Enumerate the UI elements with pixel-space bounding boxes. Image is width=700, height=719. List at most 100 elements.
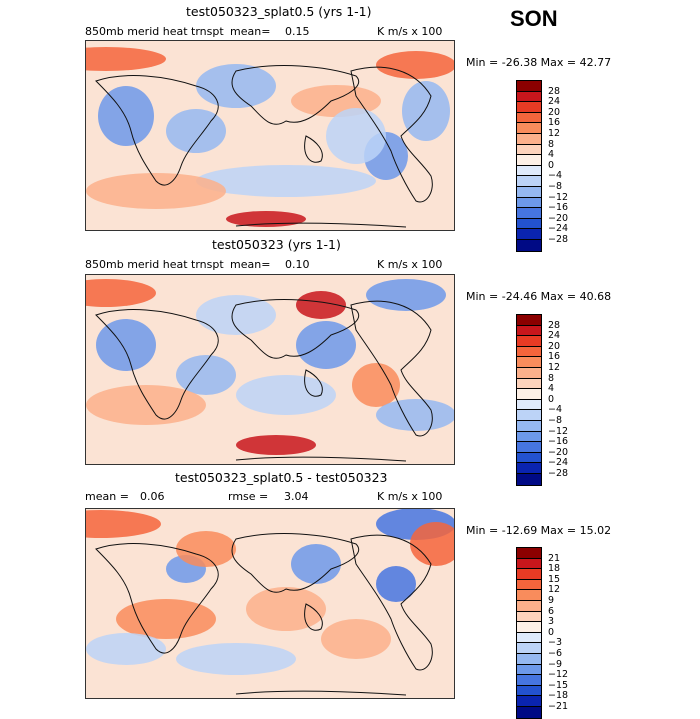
- colorbar-level-label: 12: [548, 584, 561, 596]
- panel-2-minmax: Min = -24.46 Max = 40.68: [466, 290, 612, 303]
- colorbar-level-label: 12: [548, 362, 561, 373]
- colorbar-swatch: [517, 590, 541, 601]
- colorbar-swatch: [517, 176, 541, 187]
- colorbar-level-label: 8: [548, 372, 555, 384]
- colorbar-level-label: −21: [548, 701, 569, 712]
- panel-3-mean-value: 0.06: [140, 490, 165, 503]
- panel-3-title: test050323_splat0.5 - test050323: [175, 470, 388, 485]
- anomaly-region: [96, 319, 156, 371]
- anomaly-region: [86, 47, 166, 71]
- colorbar-swatch: [517, 91, 541, 103]
- coastline: [231, 299, 359, 359]
- colorbar-level-label: −20: [548, 212, 569, 224]
- colorbar-level-label: 15: [548, 573, 561, 585]
- colorbar-level-label: 0: [548, 626, 555, 638]
- anomaly-region: [236, 375, 336, 415]
- anomaly-region: [236, 435, 316, 455]
- coastline: [95, 309, 219, 420]
- panel-1-variable-label: 850mb merid heat trnspt: [85, 25, 224, 38]
- colorbar-level-label: 9: [548, 595, 555, 606]
- anomaly-region: [86, 279, 156, 307]
- colorbar-swatch: [517, 558, 541, 570]
- colorbar-level-label: 20: [548, 106, 561, 118]
- colorbar-swatch: [517, 463, 541, 474]
- colorbar-swatch: [517, 579, 541, 591]
- coastline: [304, 369, 323, 397]
- coastline: [350, 300, 433, 437]
- colorbar-swatch: [517, 144, 541, 156]
- colorbar-level-label: 28: [548, 85, 561, 97]
- coastline: [235, 456, 407, 462]
- colorbar-level-label: −9: [548, 658, 563, 670]
- panel-1-units: K m/s x 100: [377, 25, 443, 38]
- panel-2-title: test050323 (yrs 1-1): [212, 237, 341, 252]
- colorbar-level-label: 21: [548, 552, 561, 564]
- colorbar-swatch: [517, 569, 541, 580]
- anomaly-region: [176, 643, 296, 675]
- colorbar-swatch: [517, 239, 541, 251]
- colorbar-level-label: 28: [548, 319, 561, 331]
- colorbar-level-label: −12: [548, 425, 569, 437]
- colorbar-swatch: [517, 622, 541, 633]
- colorbar-swatch: [517, 165, 541, 177]
- anomaly-region: [376, 399, 454, 431]
- anomaly-region: [116, 599, 216, 639]
- colorbar-level-label: 4: [548, 383, 555, 395]
- coastline: [304, 603, 323, 631]
- anomaly-region: [376, 51, 454, 79]
- anomaly-region: [98, 86, 154, 146]
- panel-3-colorbar: [516, 547, 542, 719]
- map-field: [86, 509, 454, 698]
- panel-3-rmse-label: rmse =: [228, 490, 269, 503]
- colorbar-level-label: 16: [548, 117, 561, 129]
- colorbar-swatch: [517, 123, 541, 134]
- anomaly-region: [196, 64, 276, 108]
- colorbar-swatch: [517, 336, 541, 347]
- colorbar-swatch: [517, 431, 541, 443]
- colorbar-swatch: [517, 420, 541, 432]
- colorbar-swatch: [517, 685, 541, 697]
- colorbar-swatch: [517, 600, 541, 612]
- colorbar-level-label: −16: [548, 436, 569, 448]
- anomaly-region: [326, 108, 386, 164]
- colorbar-level-label: 4: [548, 149, 555, 161]
- colorbar-level-label: −18: [548, 690, 569, 702]
- colorbar-swatch: [517, 186, 541, 198]
- colorbar-level-label: −4: [548, 404, 563, 416]
- anomaly-region: [176, 531, 236, 567]
- anomaly-region: [86, 385, 206, 425]
- coastline: [350, 534, 433, 671]
- colorbar-level-label: −6: [548, 648, 563, 659]
- anomaly-region: [86, 510, 161, 538]
- colorbar-level-label: −16: [548, 202, 569, 214]
- map-field: [86, 275, 454, 464]
- season-label: SON: [510, 6, 558, 31]
- colorbar-swatch: [517, 389, 541, 400]
- colorbar-swatch: [517, 325, 541, 337]
- anomaly-region: [86, 173, 226, 209]
- panel-2-colorbar: [516, 314, 542, 486]
- colorbar-level-label: −12: [548, 669, 569, 681]
- colorbar-swatch: [517, 452, 541, 464]
- panel-1-minmax: Min = -26.38 Max = 42.77: [466, 56, 612, 69]
- colorbar-level-label: −15: [548, 679, 569, 691]
- colorbar-swatch: [517, 664, 541, 676]
- coastline: [235, 690, 407, 696]
- panel-3-units: K m/s x 100: [377, 490, 443, 503]
- colorbar-swatch: [517, 208, 541, 219]
- colorbar-level-label: −3: [548, 637, 563, 649]
- colorbar-level-label: 18: [548, 563, 561, 575]
- panel-3-mean-label: mean =: [85, 490, 129, 503]
- colorbar-swatch: [517, 548, 541, 559]
- anomaly-region: [246, 587, 326, 631]
- colorbar-swatch: [517, 706, 541, 718]
- anomaly-region: [196, 295, 276, 335]
- coastline: [350, 66, 433, 203]
- colorbar-swatch: [517, 696, 541, 707]
- anomaly-region: [196, 165, 376, 197]
- colorbar-swatch: [517, 315, 541, 326]
- colorbar-level-label: 3: [548, 616, 555, 628]
- panel-3-minmax: Min = -12.69 Max = 15.02: [466, 524, 612, 537]
- coastline: [231, 533, 359, 593]
- colorbar-level-label: −28: [548, 234, 569, 245]
